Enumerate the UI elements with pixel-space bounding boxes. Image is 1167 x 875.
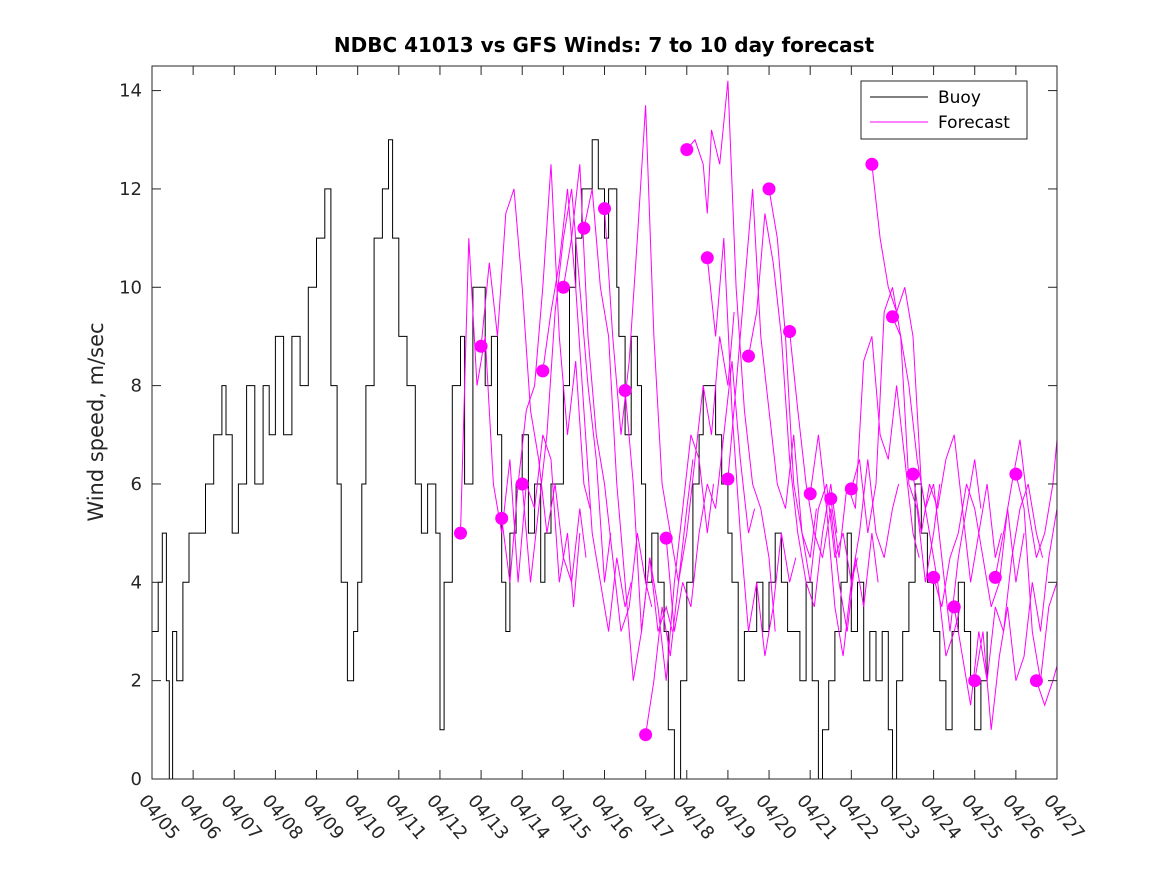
forecast-start-marker-20 <box>865 157 879 171</box>
forecast-start-marker-19 <box>844 482 858 496</box>
forecast-start-marker-16 <box>783 325 797 338</box>
forecast-run-line-23 <box>933 483 1025 608</box>
forecast-start-marker-14 <box>742 349 755 363</box>
forecast-start-marker-9 <box>639 728 653 742</box>
y-tick-label-1: 2 <box>131 671 142 692</box>
forecast-start-marker-25 <box>968 674 982 688</box>
forecast-run-line-14 <box>748 213 838 608</box>
forecast-start-marker-22 <box>906 467 920 481</box>
legend-label-buoy: Buoy <box>938 88 981 108</box>
forecast-run-line-9 <box>645 311 735 735</box>
forecast-start-marker-1 <box>474 339 488 353</box>
series-layer <box>152 80 1058 780</box>
y-axis: 0 2 4 6 8 10 12 14 <box>119 81 1057 790</box>
forecast-run-line-24 <box>953 483 1044 706</box>
forecast-run-line-5 <box>562 164 653 632</box>
forecast-start-marker-6 <box>577 221 591 235</box>
forecast-start-marker-3 <box>515 477 529 491</box>
forecast-run-line-1 <box>480 188 587 583</box>
forecast-run-line-25 <box>974 508 1058 730</box>
legend-box <box>860 80 1028 140</box>
forecast-run-line-12 <box>706 238 797 657</box>
y-tick-label-5: 10 <box>119 277 142 298</box>
forecast-run-line-26 <box>994 439 1058 578</box>
forecast-start-marker-17 <box>803 487 817 501</box>
forecast-start-marker-10 <box>659 531 673 545</box>
y-tick-label-7: 14 <box>119 81 142 102</box>
forecast-run-line-10 <box>665 360 756 632</box>
forecast-start-marker-26 <box>988 570 1002 584</box>
forecast-start-marker-18 <box>824 492 838 506</box>
forecast-run-line-27 <box>1015 473 1058 681</box>
forecast-run-line-22 <box>912 434 1002 583</box>
forecast-run-line-15 <box>768 188 858 583</box>
forecast-run-line-13 <box>727 188 817 558</box>
forecast-start-marker-8 <box>618 384 632 397</box>
forecast-start-marker-0 <box>454 526 467 540</box>
y-tick-label-4: 8 <box>131 376 142 397</box>
forecast-start-marker-21 <box>886 310 899 324</box>
forecast-start-marker-13 <box>721 472 735 486</box>
y-tick-label-3: 6 <box>131 474 142 495</box>
forecast-start-marker-11 <box>680 143 694 157</box>
forecast-run-line-3 <box>521 188 612 583</box>
forecast-run-line-8 <box>624 390 714 681</box>
chart-title: NDBC 41013 vs GFS Winds: 7 to 10 day for… <box>334 33 875 57</box>
forecast-start-marker-28 <box>1029 674 1043 688</box>
forecast-run-line-2 <box>501 164 591 583</box>
forecast-start-marker-12 <box>700 251 714 265</box>
y-tick-label-6: 12 <box>119 179 142 200</box>
forecast-start-marker-27 <box>1009 467 1023 481</box>
forecast-start-marker-7 <box>598 202 611 216</box>
forecast-run-line-11 <box>686 80 776 632</box>
forecast-run-line-20 <box>871 164 961 657</box>
y-tick-label-2: 4 <box>131 572 142 593</box>
buoy-series-line <box>152 139 988 780</box>
forecast-run-line-28 <box>1035 665 1058 707</box>
plot-area <box>152 66 1057 779</box>
forecast-start-marker-15 <box>762 182 776 196</box>
forecast-start-marker-23 <box>927 570 941 584</box>
legend: Buoy Forecast <box>860 80 1028 140</box>
forecast-start-marker-4 <box>536 364 550 378</box>
forecast-run-line-7 <box>604 105 694 583</box>
forecast-run-line-21 <box>892 316 982 632</box>
forecast-run-line-16 <box>789 331 879 632</box>
forecast-start-marker-24 <box>947 600 961 614</box>
forecast-run-line-4 <box>542 188 632 632</box>
forecast-run-line-18 <box>830 336 920 558</box>
y-tick-label-0: 0 <box>131 769 142 790</box>
legend-label-forecast: Forecast <box>938 113 1010 133</box>
forecast-start-marker-5 <box>556 280 570 294</box>
forecast-start-marker-2 <box>495 511 509 525</box>
y-axis-label: Wind speed, m/sec <box>84 322 108 521</box>
